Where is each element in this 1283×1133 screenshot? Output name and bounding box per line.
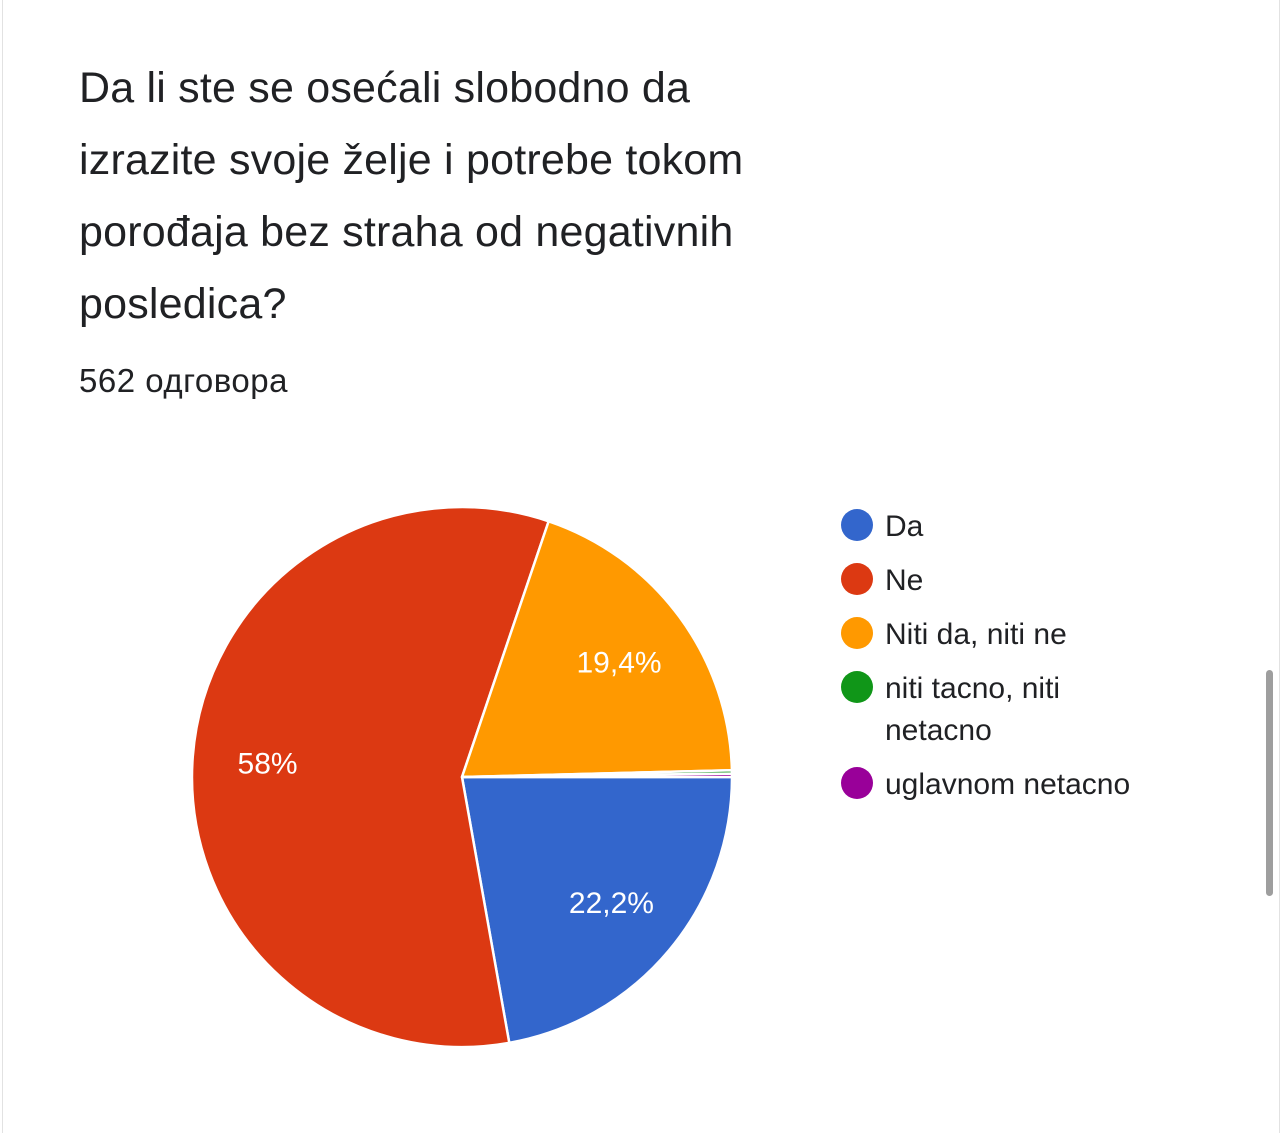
pie-slice-label: 22,2% xyxy=(569,887,654,920)
question-title-line: porođaja bez straha od negativnih xyxy=(79,208,734,256)
legend-item[interactable]: Ne xyxy=(841,563,923,597)
pie-slice-label: 58% xyxy=(238,747,298,780)
legend-label: netacno xyxy=(885,714,992,747)
response-count: 562 одговора xyxy=(79,362,288,399)
legend-item[interactable]: Da xyxy=(841,509,924,543)
pie-slice[interactable] xyxy=(460,520,734,779)
legend-item[interactable]: Niti da, niti ne xyxy=(841,617,1067,651)
pie-slices xyxy=(190,505,734,1049)
legend-swatch xyxy=(841,767,873,799)
scrollbar[interactable] xyxy=(1266,670,1273,896)
pie-slice[interactable] xyxy=(460,775,734,1045)
legend-item[interactable]: uglavnom netacno xyxy=(841,767,1130,801)
pie-slice-labels: 22,2% 58% 19,4% xyxy=(238,646,662,920)
pie-slice[interactable] xyxy=(190,505,550,1049)
pie-slice[interactable] xyxy=(460,772,734,779)
legend-swatch xyxy=(841,509,873,541)
legend-label: Da xyxy=(885,510,924,543)
legend-swatch xyxy=(841,671,873,703)
question-title-line: Da li ste se osećali slobodno da xyxy=(79,64,691,112)
legend-label: uglavnom netacno xyxy=(885,768,1130,801)
legend-label: niti tacno, niti xyxy=(885,672,1060,705)
question-title-line: izrazite svoje želje i potrebe tokom xyxy=(79,136,744,184)
question-title: Da li ste se osećali slobodno da izrazit… xyxy=(79,52,879,340)
legend-swatch xyxy=(841,563,873,595)
legend-item[interactable]: niti tacno, niti netacno xyxy=(841,671,1060,747)
legend-label: Ne xyxy=(885,564,923,597)
chart-legend: Da Ne Niti da, niti ne niti tacno, niti neta… xyxy=(841,509,1130,801)
legend-label: Niti da, niti ne xyxy=(885,618,1067,651)
pie-slice-label: 19,4% xyxy=(576,646,661,679)
legend-swatch xyxy=(841,617,873,649)
question-title-line: posledica? xyxy=(79,280,287,328)
